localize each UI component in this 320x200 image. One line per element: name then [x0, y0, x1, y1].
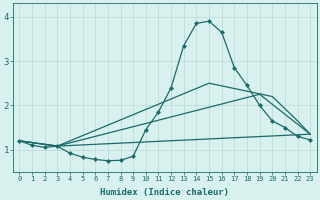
- X-axis label: Humidex (Indice chaleur): Humidex (Indice chaleur): [100, 188, 229, 197]
